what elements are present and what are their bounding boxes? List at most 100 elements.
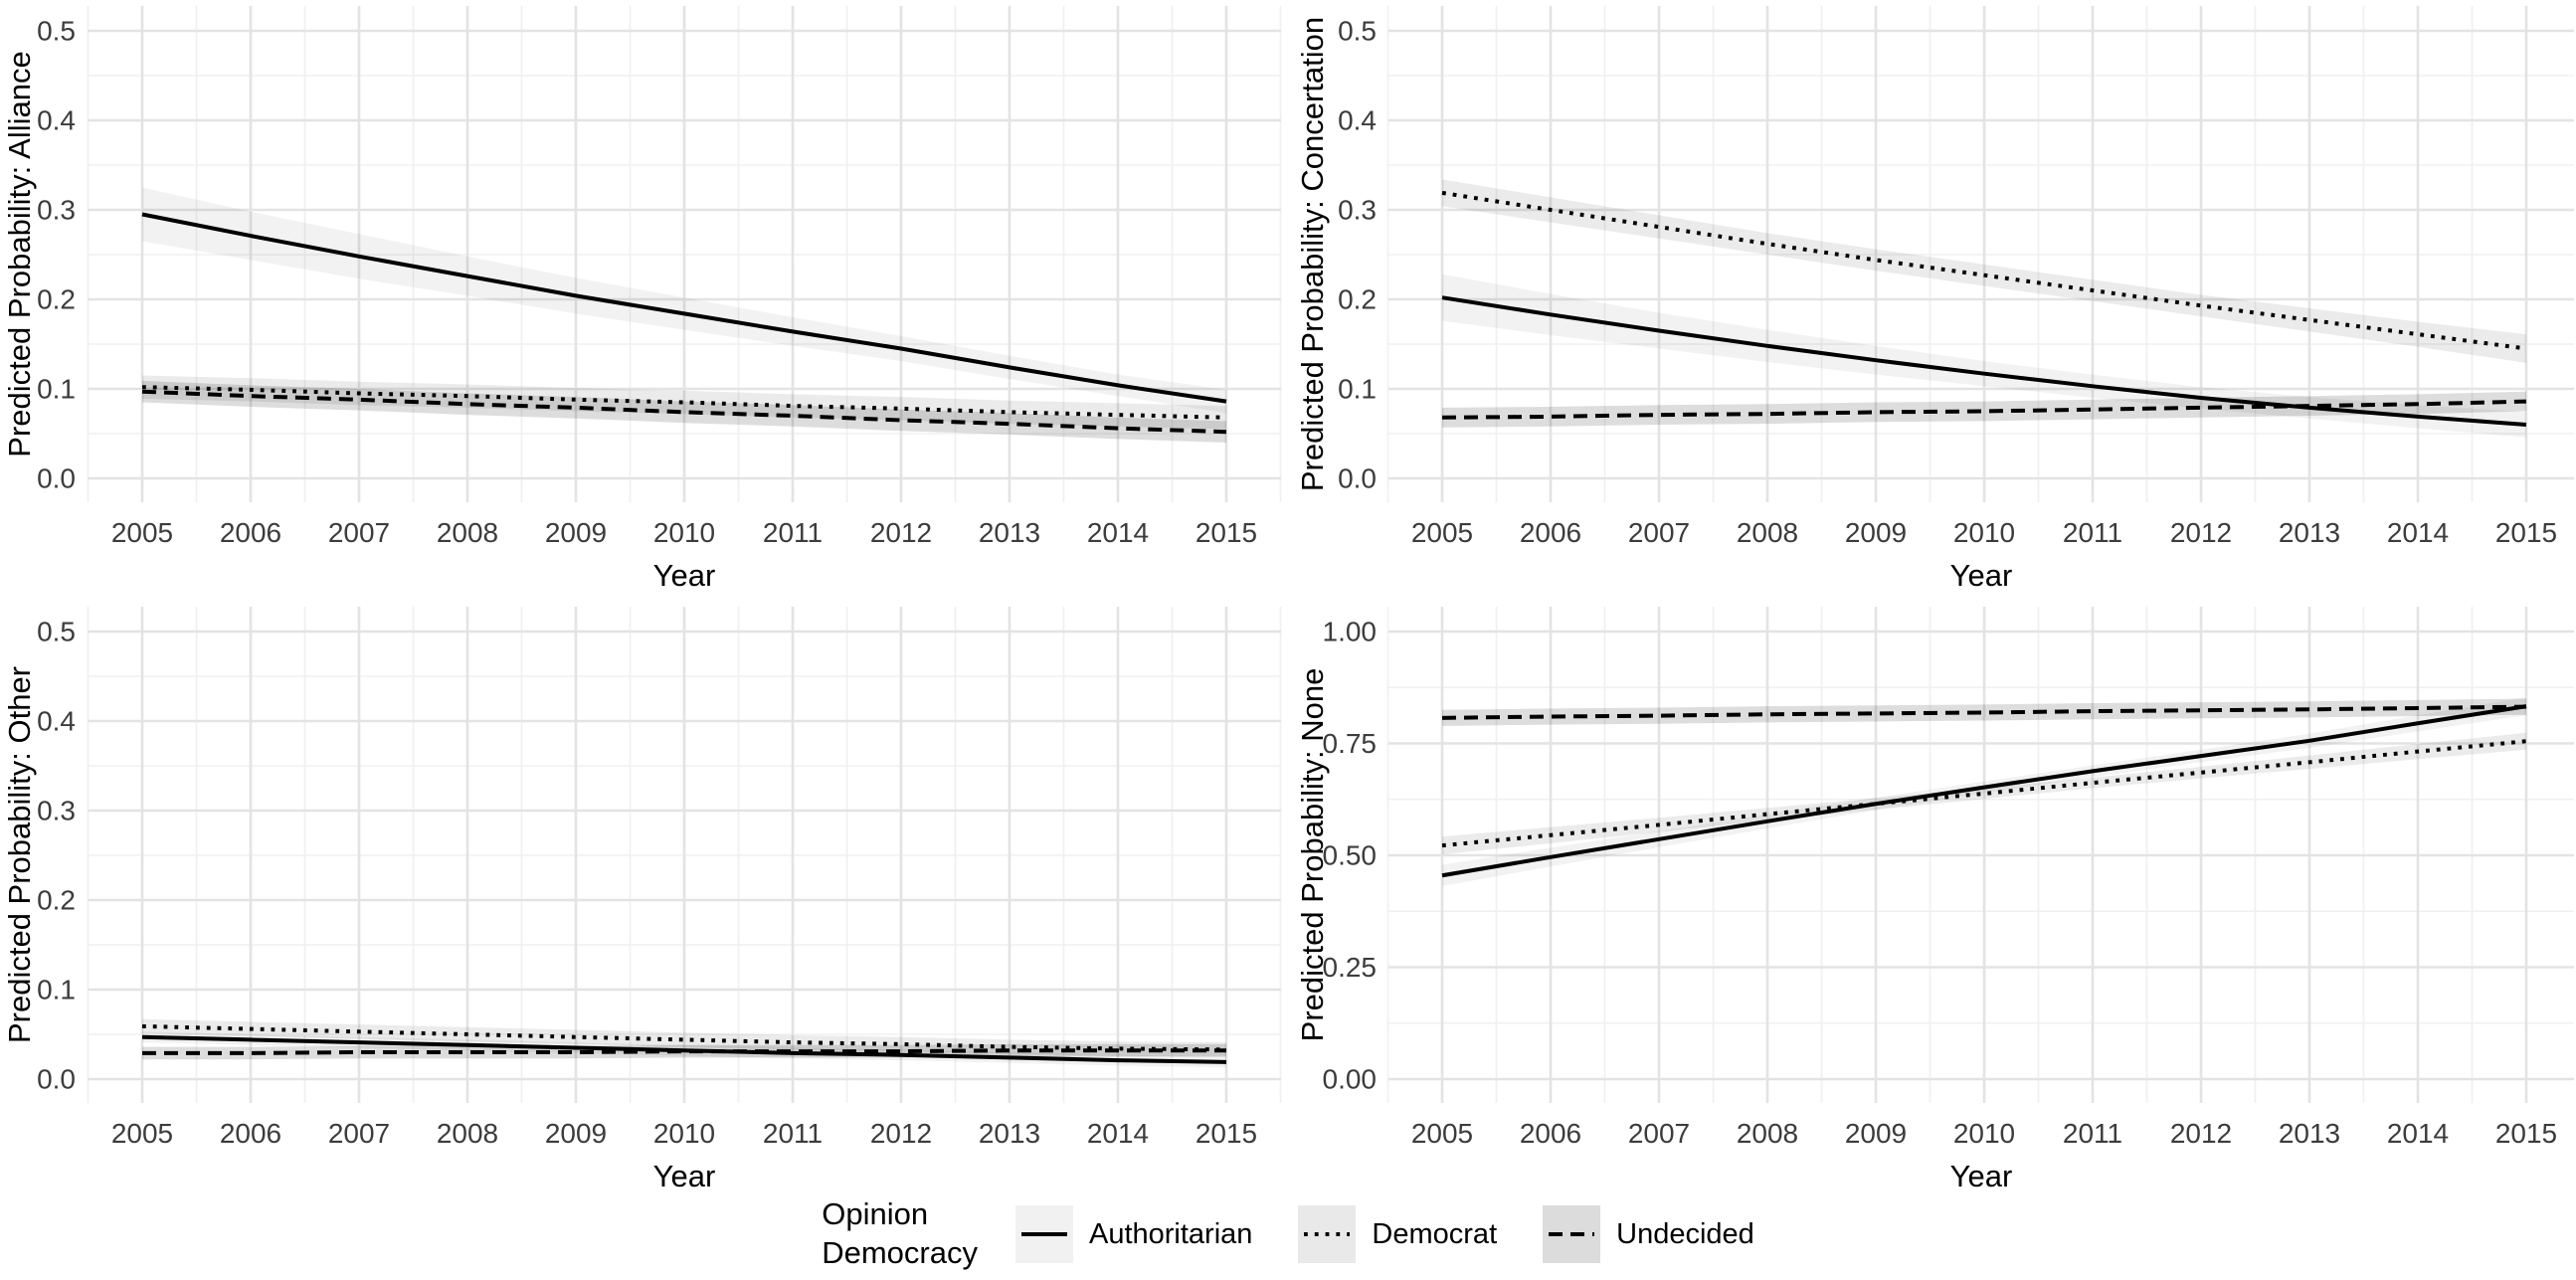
y-tick-label: 0.1 <box>37 975 76 1006</box>
legend-item-democrat: Democrat <box>1298 1205 1497 1263</box>
y-tick-label: 0.5 <box>1338 16 1377 47</box>
y-tick-label: 0.4 <box>37 706 76 737</box>
y-axis-title: Predicted Probability: Concertation <box>1295 17 1330 491</box>
x-tick-label: 2005 <box>1411 517 1473 548</box>
x-tick-label: 2010 <box>653 517 715 548</box>
series-line-authoritarian <box>141 1034 1227 1064</box>
legend-label: Democrat <box>1372 1217 1498 1250</box>
x-tick-label: 2012 <box>870 517 932 548</box>
y-tick-label: 0.3 <box>1338 195 1377 226</box>
y-tick-label: 0.25 <box>1323 952 1378 983</box>
x-tick-label: 2009 <box>1845 517 1907 548</box>
y-tick-label: 0.75 <box>1323 728 1378 759</box>
x-tick-label: 2012 <box>2170 1118 2232 1149</box>
x-axis-title: Year <box>1950 558 2013 593</box>
x-tick-label: 2009 <box>1845 1118 1907 1149</box>
x-axis-title: Year <box>1950 1159 2013 1193</box>
y-tick-label: 0.0 <box>37 1064 76 1095</box>
x-tick-label: 2013 <box>2279 517 2340 548</box>
x-tick-label: 2008 <box>437 517 498 548</box>
x-tick-label: 2009 <box>545 517 607 548</box>
series-line-authoritarian <box>1441 295 2527 427</box>
ribbon-authoritarian <box>1442 697 2526 887</box>
ribbon-democrat <box>1442 179 2526 363</box>
y-tick-label: 1.00 <box>1323 617 1378 647</box>
legend-label: Authoritarian <box>1088 1217 1253 1250</box>
ribbon-democrat <box>142 375 1226 430</box>
series-line-undecided <box>142 1048 1226 1055</box>
x-tick-label: 2015 <box>2495 1118 2557 1149</box>
legend-key-dashed-line-icon <box>1543 1205 1601 1263</box>
x-tick-label: 2011 <box>2063 1118 2122 1149</box>
series-line-democrat <box>141 1023 1227 1052</box>
legend-key-dotted-line-icon <box>1298 1205 1357 1263</box>
legend-title-line1: Opinion <box>822 1196 929 1232</box>
y-axis-title: Predicted Probability: None <box>1295 668 1330 1042</box>
legend-item-undecided: Undecided <box>1543 1205 1754 1263</box>
x-tick-label: 2014 <box>1087 517 1149 548</box>
legend-title-line2: Democracy <box>822 1235 978 1270</box>
ribbon-democrat <box>142 1018 1226 1057</box>
x-tick-label: 2010 <box>1953 1118 2015 1149</box>
y-tick-label: 0.1 <box>37 374 76 405</box>
x-tick-label: 2005 <box>111 517 173 548</box>
x-tick-label: 2008 <box>1737 517 1798 548</box>
x-tick-label: 2005 <box>111 1118 173 1149</box>
series-line-undecided <box>141 389 1227 435</box>
panel-top-left: 0.0 0.1 0.2 0.3 0.4 0.5 2005 2006 2007 2008 2009 20… <box>2 6 1282 593</box>
legend-key-solid-line-icon <box>1014 1205 1073 1263</box>
y-axis-title: Predicted Probability: Alliance <box>2 51 37 457</box>
x-tick-label: 2008 <box>437 1118 498 1149</box>
x-tick-label: 2007 <box>1628 517 1690 548</box>
x-tick-label: 2005 <box>1411 1118 1473 1149</box>
y-tick-label: 0.50 <box>1323 840 1378 871</box>
x-tick-label: 2015 <box>1196 517 1257 548</box>
x-tick-label: 2011 <box>2063 517 2122 548</box>
y-tick-label: 0.00 <box>1323 1064 1378 1095</box>
x-axis-title: Year <box>653 558 716 593</box>
panel-bottom-left: 0.0 0.1 0.2 0.3 0.4 0.5 2005 2006 2007 2008 2009 20… <box>2 607 1282 1193</box>
y-tick-label: 0.2 <box>37 284 76 315</box>
y-tick-label: 0.5 <box>37 16 76 47</box>
x-tick-label: 2006 <box>220 1118 281 1149</box>
y-tick-label: 0.2 <box>37 885 76 916</box>
x-tick-label: 2012 <box>2170 517 2232 548</box>
x-tick-label: 2014 <box>1087 1118 1149 1149</box>
x-tick-label: 2012 <box>870 1118 932 1149</box>
series-line-democrat <box>1441 190 2527 351</box>
x-tick-label: 2011 <box>763 1118 823 1149</box>
y-axis-title: Predicted Probability: Other <box>2 666 37 1043</box>
ribbon-undecided <box>1442 391 2526 428</box>
series-line-authoritarian <box>141 212 1227 404</box>
x-tick-label: 2007 <box>328 1118 390 1149</box>
y-tick-label: 0.2 <box>1338 284 1377 315</box>
legend: Opinion Democracy Authoritarian Democrat Un… <box>0 1189 2576 1279</box>
y-tick-label: 0.5 <box>37 617 76 647</box>
x-tick-label: 2015 <box>1196 1118 1257 1149</box>
y-tick-label: 0.0 <box>1338 463 1377 494</box>
x-tick-label: 2010 <box>1953 517 2015 548</box>
panel-top-right: 0.0 0.1 0.2 0.3 0.4 0.5 2005 2006 2007 2008 2009 20… <box>1295 6 2574 593</box>
y-tick-label: 0.4 <box>37 105 76 136</box>
ribbon-democrat <box>1442 732 2526 855</box>
series-line-authoritarian <box>1441 704 2527 878</box>
x-tick-label: 2014 <box>2387 517 2449 548</box>
y-tick-label: 0.3 <box>37 796 76 826</box>
panel-bottom-right: 0.00 0.25 0.50 0.75 1.00 2005 2006 2007 2008 2009… <box>1295 607 2574 1193</box>
x-tick-label: 2013 <box>2279 1118 2340 1149</box>
x-tick-label: 2006 <box>1520 517 1581 548</box>
x-tick-label: 2015 <box>2495 517 2557 548</box>
ribbon-undecided <box>1442 698 2526 726</box>
x-tick-label: 2009 <box>545 1118 607 1149</box>
y-tick-label: 0.0 <box>37 463 76 494</box>
series-line-undecided <box>1441 399 2527 420</box>
x-tick-label: 2006 <box>220 517 281 548</box>
x-tick-label: 2010 <box>653 1118 715 1149</box>
x-tick-label: 2007 <box>328 517 390 548</box>
x-tick-label: 2007 <box>1628 1118 1690 1149</box>
y-tick-label: 0.4 <box>1338 105 1377 136</box>
ribbon-authoritarian <box>1442 274 2526 438</box>
x-tick-label: 2006 <box>1520 1118 1581 1149</box>
x-tick-label: 2013 <box>979 1118 1040 1149</box>
